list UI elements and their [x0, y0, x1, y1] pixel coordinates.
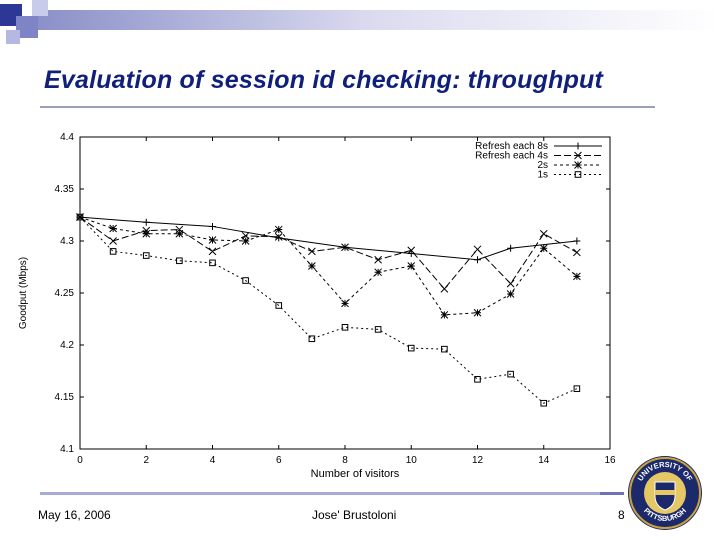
y-tick-label: 4.2	[60, 340, 74, 351]
footer-divider	[40, 492, 600, 495]
data-point	[142, 252, 150, 259]
legend-label: Refresh each 8s	[475, 141, 548, 152]
data-point	[175, 229, 184, 238]
y-tick-label: 4.15	[55, 392, 75, 403]
legend-marker	[574, 142, 582, 150]
data-point	[308, 335, 316, 343]
footer-divider-accent	[600, 492, 624, 495]
throughput-chart: 4.1 4.15 4.2 4.25 4.3 4.35 4.4 0 2 4 6 8 10 12 14 16 Num…	[18, 132, 616, 480]
data-point	[109, 237, 117, 245]
series-line	[79, 216, 578, 316]
data-point	[407, 246, 416, 255]
data-point	[208, 247, 217, 256]
data-point	[474, 256, 481, 264]
y-tick-label: 4.25	[55, 288, 75, 299]
y-tick-label: 4.3	[60, 236, 74, 247]
data-point	[573, 385, 581, 392]
data-point	[573, 272, 581, 281]
data-point	[506, 279, 515, 288]
data-point	[374, 326, 382, 333]
legend-marker	[574, 151, 582, 160]
data-point	[76, 213, 84, 221]
data-point	[540, 399, 548, 407]
x-tick-label: 8	[342, 455, 348, 466]
data-point	[374, 255, 382, 264]
data-point	[274, 225, 283, 234]
title-divider	[40, 106, 655, 108]
legend-marker	[574, 171, 582, 178]
legend-label: Refresh each 4s	[475, 151, 548, 162]
data-point	[539, 229, 548, 238]
series-line	[79, 216, 578, 404]
x-tick-label: 14	[538, 455, 550, 466]
data-point	[142, 218, 150, 226]
series-3	[76, 213, 581, 407]
legend-marker	[574, 161, 582, 169]
data-point	[209, 259, 216, 267]
data-point	[109, 248, 117, 255]
footer-author: Jose' Brustoloni	[312, 508, 397, 522]
data-point	[573, 237, 581, 245]
data-point	[440, 284, 449, 293]
data-point	[109, 224, 117, 233]
x-tick-label: 12	[472, 455, 484, 466]
x-tick-label: 4	[210, 455, 216, 466]
y-tick-label: 4.35	[55, 184, 75, 195]
data-point	[209, 222, 216, 230]
data-point	[440, 310, 449, 319]
data-point	[507, 244, 515, 252]
data-point	[308, 262, 316, 270]
data-point	[407, 262, 416, 270]
x-tick-label: 2	[143, 455, 149, 466]
data-point	[176, 257, 183, 265]
data-point	[473, 245, 482, 254]
data-point	[573, 248, 581, 257]
x-tick-label: 10	[406, 455, 418, 466]
data-point	[242, 277, 249, 284]
data-point	[341, 299, 349, 308]
y-tick-label: 4.1	[60, 444, 74, 455]
footer-page-number: 8	[618, 508, 625, 522]
y-tick-label: 4.4	[60, 132, 74, 143]
x-tick-label: 0	[77, 455, 83, 466]
legend-label: 1s	[537, 170, 548, 181]
data-point	[474, 376, 481, 383]
slide-title: Evaluation of session id checking: throu…	[44, 66, 604, 94]
university-seal-logo: UNIVERSITY OF PITTSBURGH	[628, 456, 702, 530]
corner-squares-decoration	[0, 0, 720, 44]
y-axis-label: Goodput (Mbps)	[18, 257, 29, 329]
data-point	[407, 344, 415, 352]
data-point	[539, 244, 548, 253]
x-tick-label: 6	[276, 455, 282, 466]
data-point	[275, 302, 283, 309]
data-point	[507, 370, 514, 378]
data-point	[341, 324, 349, 331]
series-2	[76, 213, 581, 319]
series-line	[79, 216, 578, 290]
x-tick-label: 16	[604, 455, 616, 466]
data-point	[341, 243, 349, 252]
data-point	[274, 232, 283, 241]
data-point	[506, 290, 515, 298]
data-point	[473, 308, 482, 317]
data-point	[374, 268, 382, 277]
footer-date: May 16, 2006	[38, 508, 111, 522]
series-1	[76, 213, 581, 293]
data-point	[241, 237, 250, 245]
data-point	[441, 345, 448, 353]
data-point	[308, 247, 316, 256]
plot-frame	[79, 136, 611, 450]
x-axis-label: Number of visitors	[311, 468, 400, 480]
data-point	[142, 229, 151, 238]
legend-label: 2s	[537, 160, 548, 171]
data-point	[208, 236, 217, 244]
